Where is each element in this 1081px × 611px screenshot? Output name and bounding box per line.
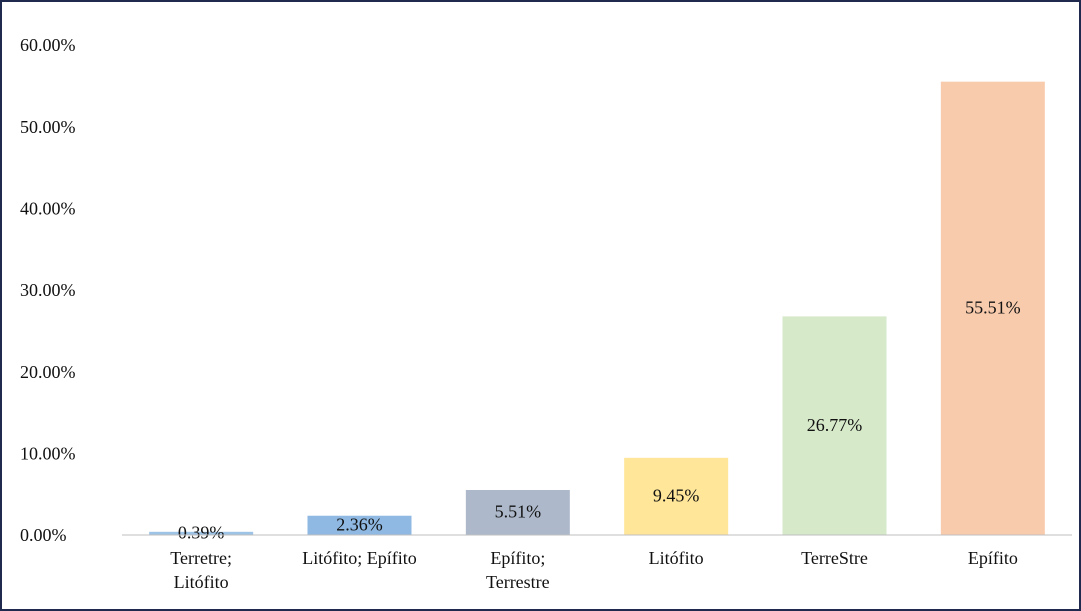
bar (782, 316, 887, 535)
x-tick-label: Terretre; Litófito (170, 548, 232, 592)
bar (940, 81, 1045, 535)
bar (465, 490, 570, 535)
data-label: 0.39% (178, 523, 225, 543)
y-tick-label: 10.00% (20, 443, 76, 463)
data-label: 5.51% (495, 502, 542, 522)
data-label: 2.36% (336, 514, 383, 534)
y-tick-label: 50.00% (20, 117, 76, 137)
x-tick-label: Epífito (967, 548, 1018, 568)
data-label: 55.51% (965, 297, 1021, 317)
x-tick-label: Epífito; Terrestre (485, 548, 550, 592)
y-tick-label: 20.00% (20, 362, 76, 382)
y-tick-label: 60.00% (20, 35, 76, 55)
bar (149, 531, 254, 535)
x-tick-label: Litófito (648, 548, 704, 568)
y-tick-label: 40.00% (20, 198, 76, 218)
y-tick-label: 0.00% (20, 525, 67, 545)
x-tick-label: Litófito; Epífito (302, 548, 417, 568)
data-label: 26.77% (807, 415, 863, 435)
y-tick-label: 30.00% (20, 280, 76, 300)
bar (624, 457, 729, 535)
x-tick-label: TerreStre (801, 548, 868, 568)
bar (307, 515, 412, 535)
data-label: 9.45% (653, 486, 700, 506)
